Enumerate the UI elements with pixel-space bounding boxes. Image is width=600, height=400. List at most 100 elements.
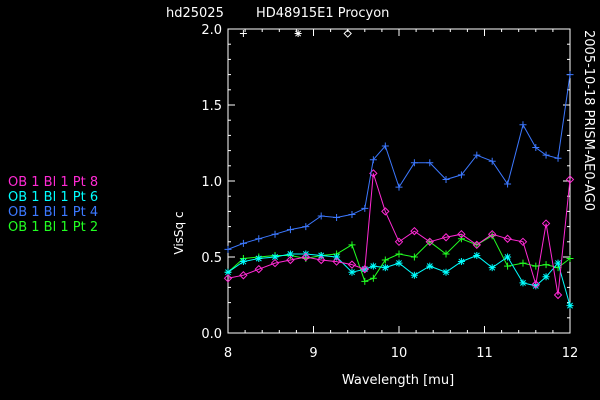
data-point bbox=[566, 71, 574, 79]
data-point bbox=[381, 207, 390, 216]
data-point bbox=[457, 229, 466, 239]
data-point bbox=[317, 251, 325, 259]
data-point bbox=[542, 273, 550, 281]
data-point bbox=[348, 210, 356, 218]
series-line bbox=[227, 173, 571, 296]
y-tick-label: 0.0 bbox=[201, 327, 222, 342]
y-axis-label: VisSq c bbox=[172, 211, 186, 254]
x-tick-label: 8 bbox=[224, 346, 232, 361]
data-point bbox=[519, 259, 527, 267]
x-tick-label: 11 bbox=[476, 346, 493, 361]
data-point bbox=[360, 264, 370, 274]
data-point bbox=[554, 259, 562, 267]
data-point bbox=[410, 253, 418, 261]
data-point bbox=[302, 223, 310, 231]
legend-entry: OB 1 Bl 1 Pt 8 bbox=[8, 175, 98, 190]
data-point bbox=[473, 151, 481, 159]
axes-layer: 8 9 10 11 12 0.0 0.5 1.0 1.5 2.0 bbox=[201, 23, 578, 361]
x-tick-label: 10 bbox=[391, 346, 408, 361]
data-point bbox=[441, 233, 451, 242]
series-0 bbox=[223, 169, 575, 300]
data-point bbox=[239, 258, 247, 266]
data-point bbox=[395, 259, 403, 267]
data-point bbox=[457, 258, 465, 266]
data-point bbox=[239, 239, 247, 247]
data-point bbox=[224, 268, 232, 276]
data-point bbox=[395, 183, 403, 191]
data-point bbox=[369, 156, 377, 164]
series-2 bbox=[224, 71, 574, 253]
x-axis-label: Wavelength [mu] bbox=[342, 373, 454, 388]
data-point bbox=[426, 262, 434, 270]
data-point bbox=[271, 230, 279, 238]
data-point bbox=[457, 171, 465, 179]
x-tick-label: 9 bbox=[309, 346, 317, 361]
data-point bbox=[519, 121, 527, 129]
legend-entry: OB 1 Bl 1 Pt 4 bbox=[8, 205, 98, 220]
data-point bbox=[286, 250, 294, 258]
data-point bbox=[410, 159, 418, 167]
data-point bbox=[369, 262, 377, 270]
data-point bbox=[224, 245, 232, 253]
legend: OB 1 Bl 1 Pt 8OB 1 Bl 1 Pt 6OB 1 Bl 1 Pt… bbox=[8, 175, 98, 235]
data-point bbox=[504, 253, 512, 261]
data-point bbox=[347, 260, 357, 269]
legend-entry: OB 1 Bl 1 Pt 6 bbox=[8, 190, 98, 205]
data-point bbox=[348, 268, 356, 276]
series-line bbox=[227, 74, 571, 250]
data-point bbox=[286, 226, 294, 234]
data-point bbox=[381, 142, 389, 150]
data-point bbox=[255, 255, 263, 263]
data-point bbox=[503, 234, 512, 243]
data-point bbox=[223, 274, 233, 283]
data-point bbox=[316, 255, 326, 265]
data-point bbox=[487, 229, 497, 239]
side-date-label: 2005-10-18 PRISM-AE0-AG0 bbox=[581, 30, 596, 211]
data-point bbox=[472, 240, 482, 250]
data-point bbox=[270, 258, 280, 268]
data-point bbox=[332, 257, 341, 266]
data-point bbox=[504, 262, 512, 270]
data-point bbox=[542, 261, 550, 269]
data-point bbox=[348, 241, 356, 249]
data-point bbox=[333, 213, 341, 221]
data-point bbox=[442, 175, 450, 183]
data-point bbox=[457, 235, 465, 243]
data-point bbox=[395, 250, 403, 258]
data-point bbox=[504, 180, 512, 188]
chart-title-star: HD48915E1 Procyon bbox=[256, 6, 389, 21]
data-point bbox=[410, 271, 418, 279]
x-tick-label: 12 bbox=[562, 346, 579, 361]
data-point bbox=[532, 282, 540, 290]
data-point bbox=[488, 157, 496, 165]
series-layer bbox=[223, 71, 575, 310]
plot-frame bbox=[227, 28, 571, 334]
data-point bbox=[317, 212, 325, 220]
data-point bbox=[532, 262, 540, 270]
data-point bbox=[271, 253, 279, 261]
series-line bbox=[227, 234, 571, 282]
symbol-key-plus bbox=[239, 30, 247, 38]
data-point bbox=[254, 264, 263, 274]
y-tick-label: 2.0 bbox=[201, 23, 222, 38]
data-point bbox=[425, 237, 434, 247]
data-point bbox=[532, 144, 540, 152]
data-point bbox=[333, 253, 341, 261]
data-point bbox=[565, 175, 575, 184]
data-point bbox=[394, 237, 404, 247]
data-point bbox=[473, 251, 481, 259]
data-point bbox=[239, 271, 248, 280]
data-point bbox=[369, 274, 377, 282]
y-tick-label: 1.5 bbox=[201, 99, 222, 114]
data-point bbox=[286, 255, 295, 265]
data-point bbox=[381, 256, 389, 264]
data-point bbox=[518, 237, 528, 247]
data-point bbox=[442, 250, 450, 258]
data-point bbox=[426, 159, 434, 167]
series-1 bbox=[224, 250, 574, 310]
y-tick-label: 1.0 bbox=[201, 175, 222, 190]
data-point bbox=[488, 264, 496, 272]
data-point bbox=[553, 290, 563, 300]
data-point bbox=[519, 279, 527, 287]
